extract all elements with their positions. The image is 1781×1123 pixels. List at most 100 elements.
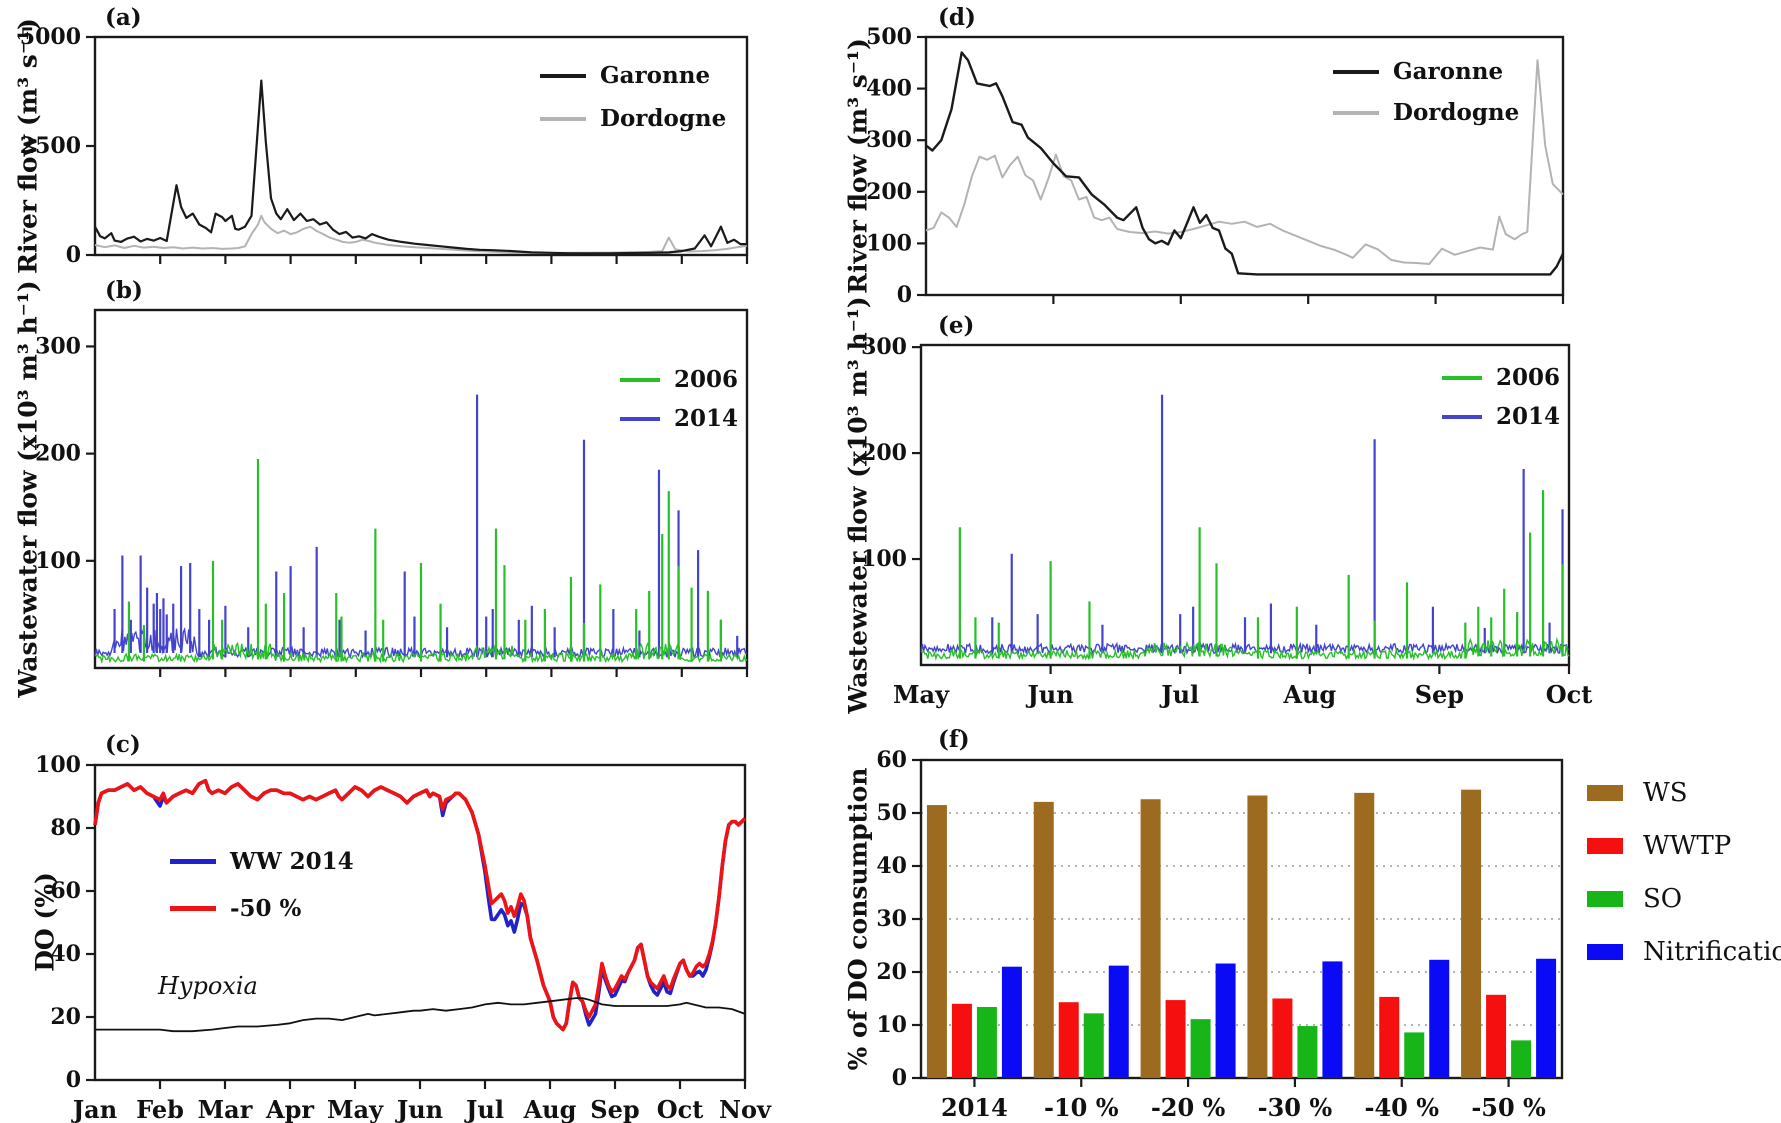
c-x-tick-label: May (327, 1095, 384, 1123)
legend-label-ws: WS (1643, 778, 1688, 808)
line-2014-swatch (620, 416, 660, 421)
a-series-garonne-line (94, 79, 747, 255)
f-bar-ws-50 (1461, 789, 1482, 1078)
legend-label-so: SO (1643, 884, 1683, 914)
legend-label-2014-e: 2014 (1496, 403, 1561, 430)
dordogne-line-swatch (540, 116, 586, 121)
f-bar-ws-10 (1033, 801, 1054, 1078)
legend-panel-f: WS WWTP SO Nitrification (1587, 778, 1781, 967)
d-y-tick-label: 200 (866, 179, 912, 205)
e-plot-frame (919, 343, 1571, 667)
e-x-tick-label: Oct (1546, 680, 1593, 709)
b-y-tick-label: 200 (35, 441, 81, 467)
f-y-tick-label: 60 (876, 747, 907, 773)
f-bar-so-30 (1297, 1026, 1318, 1078)
f-y-tick-label: 50 (876, 800, 907, 826)
legend-item-dordogne-d: Dordogne (1333, 99, 1519, 126)
c-y-tick-label: 60 (50, 878, 81, 904)
legend-label-nitrification: Nitrification (1643, 937, 1781, 967)
legend-label-dordogne-d: Dordogne (1393, 99, 1520, 126)
d-y-tick-label: 300 (866, 127, 912, 153)
d-plot-frame (924, 35, 1565, 297)
e-2006-baseline (920, 637, 1570, 662)
y-axis-label-c: DO (%) (30, 872, 60, 972)
legend-label-2014: 2014 (674, 405, 739, 432)
c-series-hypoxia-line (95, 997, 746, 1033)
y-axis-label-e: Wastewater flow (x10³ m³ h⁻¹) (843, 296, 873, 714)
a-y-tick-label: 2500 (20, 133, 81, 159)
f-category-label: -30 % (1258, 1093, 1333, 1122)
c-x-tick-label: Jul (464, 1095, 504, 1123)
c-y-tick-label: 100 (35, 752, 81, 778)
legend-label-2006-e: 2006 (1496, 364, 1561, 391)
d-y-tick-label: 0 (897, 282, 912, 308)
panel-letter-f: (f) (938, 726, 970, 753)
garonne-line-swatch (540, 73, 586, 78)
dordogne-line-swatch-d (1333, 110, 1379, 115)
legend-label-dordogne: Dordogne (600, 105, 727, 132)
f-bar-wwtp-20 (1165, 1000, 1186, 1078)
a-y-tick-label: 0 (66, 242, 81, 268)
c-x-tick-label: Apr (265, 1095, 314, 1123)
legend-item-garonne-d: Garonne (1333, 58, 1519, 85)
line-2014-swatch-e (1442, 414, 1482, 419)
e-x-tick-label: Jun (1025, 680, 1073, 709)
f-bar-so-20 (1190, 1019, 1211, 1078)
legend-panel-c: WW 2014 -50 % (170, 848, 354, 922)
f-bar-nitrification-2014 (1001, 966, 1022, 1078)
f-category-label: -10 % (1044, 1093, 1119, 1122)
f-bar-so-50 (1511, 1040, 1532, 1078)
d-series-dordogne-line (925, 59, 1564, 265)
wwtp-color-swatch (1587, 838, 1623, 854)
c-x-tick-label: Oct (657, 1095, 704, 1123)
f-bar-ws-2014 (926, 805, 947, 1078)
e-y-tick-label: 100 (861, 546, 907, 572)
a-y-tick-label: 5000 (20, 24, 81, 50)
so-color-swatch (1587, 891, 1623, 907)
legend-label-minus50: -50 % (230, 895, 302, 922)
c-y-tick-label: 40 (50, 941, 81, 967)
f-bar-wwtp-30 (1272, 998, 1293, 1078)
c-x-tick-label: Nov (719, 1095, 772, 1123)
f-category-label: -40 % (1364, 1093, 1439, 1122)
f-y-tick-label: 40 (876, 853, 907, 879)
legend-item-2006: 2006 (620, 366, 738, 393)
legend-item-2014: 2014 (620, 405, 738, 432)
y-axis-label-a: River flow (m³ s⁻¹) (13, 18, 43, 274)
nitrification-color-swatch (1587, 944, 1623, 960)
legend-item-nitrification: Nitrification (1587, 937, 1781, 967)
f-bar-wwtp-40 (1379, 996, 1400, 1078)
minus50-line-swatch (170, 906, 216, 911)
ws-color-swatch (1587, 785, 1623, 801)
e-x-tick-label: Jul (1159, 680, 1199, 709)
b-y-tick-label: 100 (35, 548, 81, 574)
f-category-label: -50 % (1471, 1093, 1546, 1122)
legend-panel-e: 2006 2014 (1442, 364, 1560, 430)
panel-letter-b: (b) (105, 277, 143, 304)
f-bar-so-10 (1083, 1013, 1104, 1078)
c-x-tick-label: Feb (136, 1095, 184, 1123)
a-series-dordogne-line (94, 214, 748, 254)
legend-item-2014-e: 2014 (1442, 403, 1560, 430)
f-bar-nitrification-40 (1429, 959, 1450, 1078)
f-bar-so-2014 (976, 1006, 997, 1078)
f-bar-nitrification-30 (1322, 961, 1343, 1078)
y-axis-label-d: River flow (m³ s⁻¹) (843, 38, 873, 294)
legend-label-wwtp: WWTP (1643, 831, 1732, 861)
legend-panel-d: Garonne Dordogne (1333, 58, 1519, 126)
d-y-tick-label: 100 (866, 230, 912, 256)
legend-item-so: SO (1587, 884, 1781, 914)
line-2006-swatch-e (1442, 375, 1482, 380)
f-bar-nitrification-10 (1108, 965, 1129, 1078)
legend-label-garonne: Garonne (600, 62, 711, 89)
c-x-tick-label: Mar (198, 1095, 253, 1123)
panel-letter-a: (a) (105, 4, 142, 31)
c-y-tick-label: 80 (50, 815, 81, 841)
legend-label-2006: 2006 (674, 366, 739, 393)
legend-item-minus50: -50 % (170, 895, 354, 922)
f-y-tick-label: 0 (892, 1065, 907, 1091)
d-y-tick-label: 400 (866, 76, 912, 102)
f-category-label: 2014 (941, 1093, 1008, 1122)
garonne-line-swatch-d (1333, 69, 1379, 74)
panel-letter-e: (e) (938, 312, 975, 339)
